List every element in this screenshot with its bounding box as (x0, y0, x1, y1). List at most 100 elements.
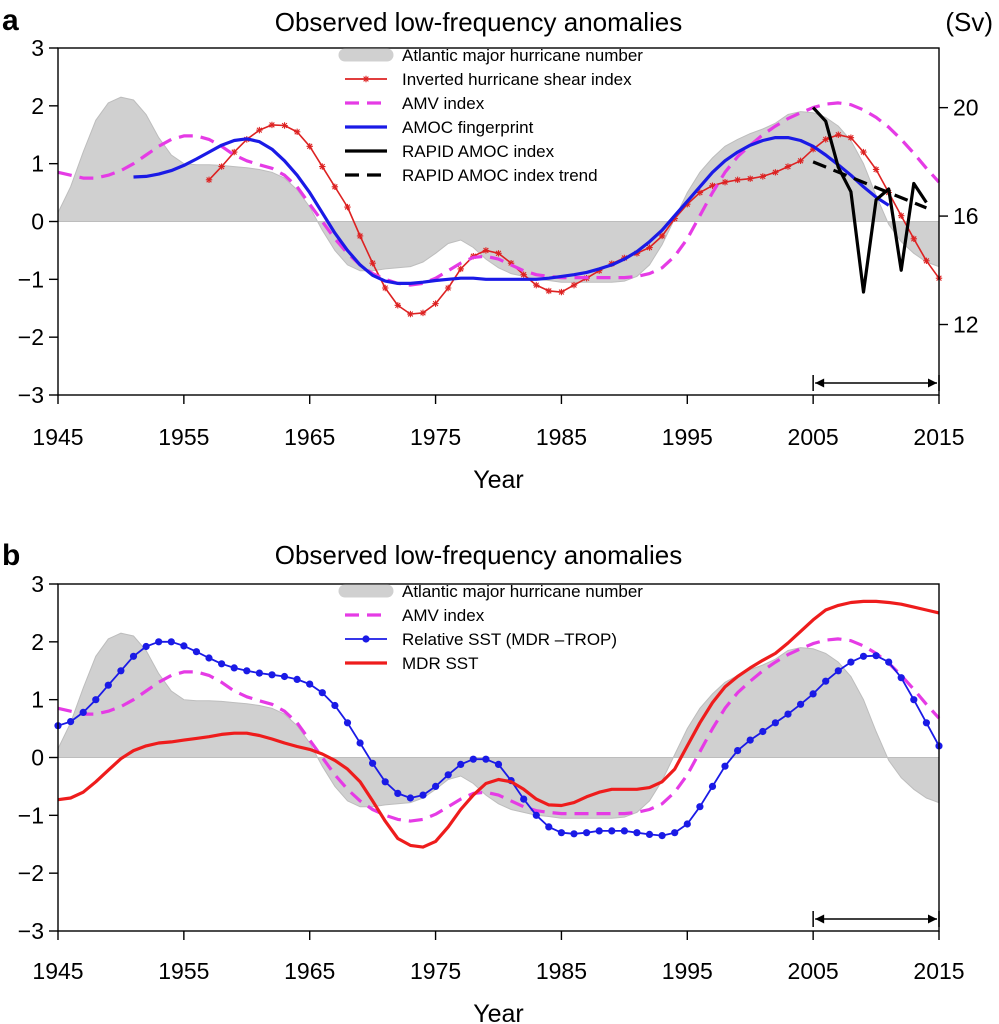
x-tick-label: 2015 (913, 958, 964, 984)
series-shear-marker (734, 176, 741, 184)
y-tick-label: −1 (18, 266, 44, 292)
series-rel-marker (79, 708, 87, 717)
x-tick-label: 1945 (32, 958, 83, 984)
series-amv-line (57, 101, 941, 287)
series-rel-marker (293, 675, 301, 684)
y-tick-label: 2 (31, 93, 44, 119)
series-shear-marker (231, 148, 238, 156)
legend-label-amv: AMV index (402, 606, 485, 625)
series-shear-marker (910, 235, 918, 243)
plot-area (57, 96, 943, 318)
panel-a: a Observed low-frequency anomalies 1945 195… (2, 4, 993, 494)
series-rel-marker (142, 642, 150, 651)
x-tick-label: 1995 (662, 958, 713, 984)
y-tick-label: −3 (18, 918, 44, 944)
panel-letter: b (2, 539, 20, 572)
series-rel-marker (306, 680, 314, 688)
legend-label-trend: RAPID AMOC index trend (402, 166, 598, 185)
series-rel-marker (633, 829, 641, 837)
x-tick-label: 1975 (410, 424, 461, 450)
series-rel-marker (520, 795, 528, 803)
series-rel-marker (469, 755, 477, 763)
series-shear-marker (872, 166, 880, 173)
series-shear-marker (860, 148, 867, 156)
series-hurr-area (57, 96, 940, 283)
y-tick-label: 3 (31, 35, 44, 61)
series-shear-marker (923, 257, 930, 265)
period-arrowhead-right (928, 378, 937, 388)
series-rel-marker (394, 789, 402, 798)
series-shear-marker (696, 189, 704, 196)
y-tick-label: 1 (31, 151, 44, 177)
series-shear-marker (256, 126, 263, 134)
series-rel-marker (784, 710, 792, 718)
series-shear-marker (646, 244, 653, 251)
series-rel-marker (859, 652, 868, 660)
series-rel-marker (117, 667, 125, 675)
series-rel-marker (683, 820, 691, 828)
series-shear-marker (356, 232, 364, 240)
legend-label-amv: AMV index (402, 94, 485, 113)
series-amoc-line (133, 136, 890, 285)
legend-label-amoc: AMOC fingerprint (402, 118, 534, 137)
series-shear-marker (394, 302, 402, 309)
series-shear-marker (444, 284, 452, 292)
legend-label-shear: Inverted hurricane shear index (402, 70, 632, 89)
series-rel-marker (771, 719, 780, 727)
y-tick-label: 0 (31, 209, 44, 235)
series-shear-marker (658, 232, 666, 240)
series-rel-marker (834, 667, 842, 675)
y-tick-label: 2 (31, 629, 44, 655)
series-rel-marker (532, 811, 540, 819)
series-rel-marker (734, 747, 742, 755)
series-rel-marker (708, 782, 717, 791)
y-tick-label: −2 (18, 324, 44, 350)
x-tick-label: 1965 (284, 424, 335, 450)
chart-title: Observed low-frequency anomalies (275, 540, 683, 570)
x-tick-label: 1985 (536, 958, 587, 984)
series-rel-marker (92, 696, 100, 704)
series-rel-marker (494, 760, 503, 769)
series-shear-marker (847, 134, 855, 141)
series-shear-marker (482, 247, 490, 254)
series-shear-marker (595, 267, 603, 274)
x-tick-label: 1945 (32, 424, 83, 450)
series-shear-marker (533, 281, 540, 289)
series-rel-marker (897, 674, 905, 682)
legend-label-rel: Relative SST (MDR –TROP) (402, 630, 617, 649)
series-rel-marker (759, 727, 767, 736)
series-rel-marker (922, 719, 931, 727)
series-shear-marker (822, 136, 829, 143)
series-shear-marker (407, 310, 414, 318)
series-rel-marker (343, 719, 352, 727)
series-shear-marker (293, 128, 301, 136)
series-rel-marker (671, 829, 679, 837)
series-rel-marker (67, 718, 75, 726)
series-rel-marker (331, 701, 339, 710)
y2-tick-label: 16 (953, 203, 979, 229)
x-tick-label: 1955 (158, 424, 209, 450)
panel-letter: a (2, 4, 19, 37)
y-tick-label: 0 (31, 745, 44, 771)
series-rel-marker (318, 689, 326, 697)
series-rel-marker (155, 638, 163, 646)
series-rel-marker (721, 762, 729, 770)
y-tick-label: 1 (31, 687, 44, 713)
legend-label-hurr: Atlantic major hurricane number (402, 46, 643, 65)
period-arrow (812, 911, 940, 927)
series-shear-marker (344, 203, 351, 211)
series-rel-marker (230, 664, 238, 672)
series-rel-marker (255, 669, 263, 677)
series-rel-marker (218, 660, 226, 668)
series-shear-marker (218, 163, 225, 170)
series-rel-marker (419, 791, 427, 799)
series-rel-marker (104, 681, 112, 689)
series-shear-marker (797, 157, 804, 164)
series-shear-marker (898, 212, 905, 219)
x-tick-label: 2015 (913, 424, 964, 450)
legend: Atlantic major hurricane number AMV index… (338, 582, 643, 673)
series-shear-marker (419, 309, 427, 317)
legend-label-rapid: RAPID AMOC index (402, 142, 555, 161)
x-tick-label: 1975 (410, 958, 461, 984)
series-shear-marker (772, 169, 779, 176)
